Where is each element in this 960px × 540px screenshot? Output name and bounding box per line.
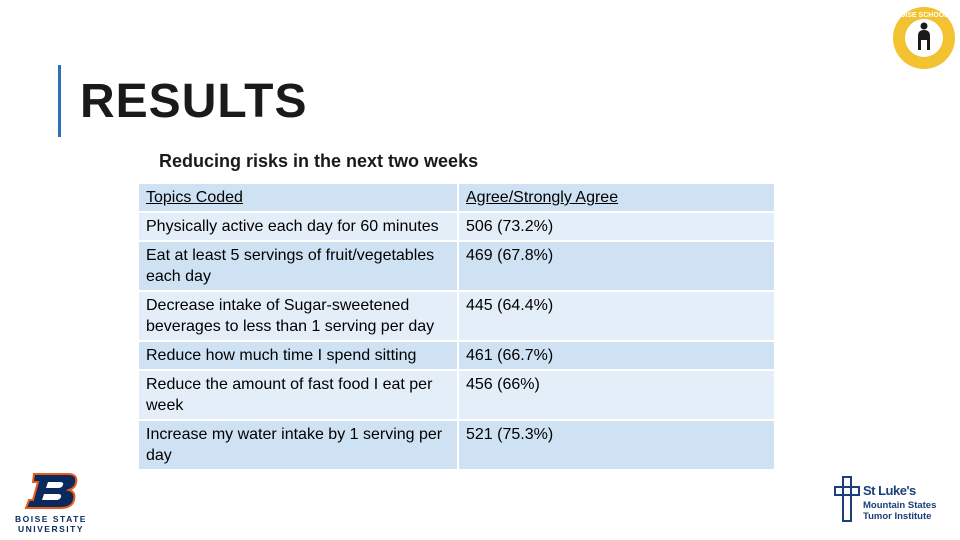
table-row: Increase my water intake by 1 serving pe… — [137, 419, 776, 471]
header-agree: Agree/Strongly Agree — [457, 182, 776, 213]
row-topic: Eat at least 5 servings of fruit/vegetab… — [137, 240, 459, 292]
row-topic: Decrease intake of Sugar-sweetened bever… — [137, 290, 459, 342]
row-value: 469 (67.8%) — [457, 240, 776, 292]
bsu-b-icon — [24, 473, 78, 509]
table-row: Decrease intake of Sugar-sweetened bever… — [137, 290, 776, 342]
title-accent-bar — [58, 65, 61, 137]
table-header-row: Topics Coded Agree/Strongly Agree — [137, 182, 776, 213]
row-topic: Physically active each day for 60 minute… — [137, 211, 459, 242]
slide-subtitle: Reducing risks in the next two weeks — [159, 151, 479, 171]
row-topic: Reduce the amount of fast food I eat per… — [137, 369, 459, 421]
boise-state-logo: BOISE STATE UNIVERSITY — [6, 470, 96, 534]
results-table: Topics Coded Agree/Strongly Agree Physic… — [137, 182, 776, 471]
boise-schools-text: BOISE SCHOOLS — [895, 12, 954, 19]
st-lukes-line2: Tumor Institute — [863, 511, 932, 522]
row-topic: Increase my water intake by 1 serving pe… — [137, 419, 459, 471]
st-lukes-subtitle: Mountain States Tumor Institute — [863, 500, 936, 522]
header-topics-coded: Topics Coded — [137, 182, 459, 213]
row-value: 456 (66%) — [457, 369, 776, 421]
table-row: Reduce the amount of fast food I eat per… — [137, 369, 776, 421]
figure-head-icon — [920, 22, 928, 30]
row-topic: Reduce how much time I spend sitting — [137, 340, 459, 371]
bsu-text: BOISE STATE UNIVERSITY — [6, 514, 96, 534]
bsu-line1: BOISE STATE — [15, 514, 87, 524]
st-lukes-logo: St Luke's Mountain States Tumor Institut… — [833, 475, 953, 525]
row-value: 461 (66.7%) — [457, 340, 776, 371]
row-value: 521 (75.3%) — [457, 419, 776, 471]
bsu-line2: UNIVERSITY — [17, 524, 84, 534]
slide-title: RESULTS — [80, 75, 308, 128]
table-row: Physically active each day for 60 minute… — [137, 211, 776, 242]
table-row: Reduce how much time I spend sitting 461… — [137, 340, 776, 371]
row-value: 445 (64.4%) — [457, 290, 776, 342]
boise-schools-logo: BOISE SCHOOLS — [893, 7, 955, 69]
table-row: Eat at least 5 servings of fruit/vegetab… — [137, 240, 776, 292]
figures-icon — [918, 30, 930, 50]
st-lukes-name: St Luke's — [863, 483, 916, 498]
row-value: 506 (73.2%) — [457, 211, 776, 242]
st-lukes-line1: Mountain States — [863, 500, 937, 511]
cross-icon — [834, 476, 860, 522]
